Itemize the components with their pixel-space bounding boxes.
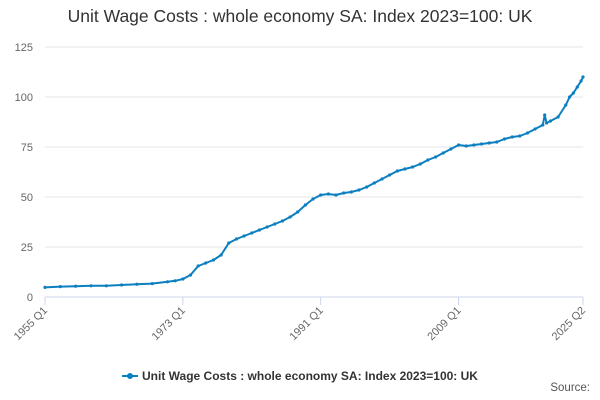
data-point[interactable] — [211, 258, 216, 262]
data-point[interactable] — [479, 142, 484, 146]
data-point[interactable] — [495, 140, 499, 144]
data-point[interactable] — [204, 261, 208, 265]
data-point[interactable] — [89, 284, 93, 288]
data-point[interactable] — [234, 237, 239, 241]
data-point[interactable] — [242, 234, 246, 238]
data-point[interactable] — [525, 131, 530, 135]
data-point[interactable] — [533, 127, 537, 131]
y-tick-label: 0 — [27, 292, 33, 304]
data-point[interactable] — [296, 210, 300, 214]
data-point[interactable] — [426, 158, 430, 162]
data-point[interactable] — [388, 173, 392, 177]
data-point[interactable] — [280, 219, 284, 223]
x-tick-label: 1991 Q1 — [287, 305, 325, 343]
data-point[interactable] — [250, 231, 254, 235]
data-point[interactable] — [457, 143, 461, 147]
chart-title: Unit Wage Costs : whole economy SA: Inde… — [67, 6, 533, 26]
data-point[interactable] — [411, 165, 415, 169]
data-point[interactable] — [575, 85, 579, 89]
data-point[interactable] — [464, 144, 468, 148]
y-tick-label: 75 — [21, 142, 33, 154]
y-tick-label: 100 — [15, 92, 33, 104]
data-point[interactable] — [357, 188, 361, 192]
data-point[interactable] — [43, 285, 47, 289]
data-point[interactable] — [541, 123, 545, 127]
data-point[interactable] — [568, 95, 572, 99]
data-point[interactable] — [571, 91, 576, 95]
data-point[interactable] — [502, 137, 507, 141]
data-point[interactable] — [334, 193, 338, 197]
legend-label: Unit Wage Costs : whole economy SA: Inde… — [142, 369, 478, 383]
y-tick-label: 125 — [15, 42, 33, 54]
data-point[interactable] — [365, 185, 369, 189]
source-label: Source: — [550, 382, 590, 394]
legend[interactable]: Unit Wage Costs : whole economy SA: Inde… — [0, 366, 600, 383]
data-point[interactable] — [311, 197, 315, 201]
data-point[interactable] — [58, 285, 62, 289]
series-layer — [43, 75, 585, 289]
data-point[interactable] — [342, 191, 346, 195]
data-point[interactable] — [579, 79, 583, 83]
x-tick-label: 1973 Q1 — [150, 305, 188, 343]
data-point[interactable] — [487, 141, 491, 145]
data-point[interactable] — [288, 215, 292, 219]
data-point[interactable] — [181, 277, 185, 281]
y-axis-ticks: 0 25 50 75 100 125 — [15, 42, 33, 304]
data-point[interactable] — [581, 75, 585, 79]
data-point[interactable] — [196, 264, 200, 268]
data-point[interactable] — [257, 228, 261, 232]
data-point[interactable] — [188, 273, 193, 277]
data-point[interactable] — [472, 143, 476, 147]
legend-swatch — [122, 373, 138, 379]
data-point[interactable] — [303, 203, 307, 207]
y-tick-label: 50 — [21, 192, 33, 204]
data-point[interactable] — [219, 253, 223, 257]
data-point[interactable] — [120, 283, 124, 287]
data-point[interactable] — [449, 147, 453, 151]
data-point[interactable] — [273, 222, 277, 226]
data-point[interactable] — [227, 241, 231, 245]
x-tick-label: 1955 Q1 — [12, 305, 50, 343]
data-point[interactable] — [265, 225, 269, 229]
data-point[interactable] — [418, 162, 422, 166]
data-point[interactable] — [326, 192, 330, 196]
gridlines — [45, 46, 583, 248]
x-axis-ticks: 1955 Q1 1973 Q1 1991 Q1 2009 Q1 2025 Q2 — [12, 297, 588, 343]
data-point[interactable] — [173, 279, 177, 283]
data-point[interactable] — [556, 115, 560, 119]
x-tick-label: 2025 Q2 — [550, 305, 588, 343]
data-point[interactable] — [104, 284, 108, 288]
data-point[interactable] — [372, 181, 376, 185]
data-point[interactable] — [380, 177, 384, 181]
data-point[interactable] — [165, 280, 170, 284]
data-point[interactable] — [319, 193, 323, 197]
data-point[interactable] — [548, 119, 553, 123]
data-point[interactable] — [349, 190, 353, 194]
legend-item[interactable]: Unit Wage Costs : whole economy SA: Inde… — [122, 369, 478, 383]
data-point[interactable] — [403, 167, 407, 171]
data-point[interactable] — [543, 113, 547, 117]
series-line[interactable] — [44, 76, 584, 289]
data-point[interactable] — [150, 282, 154, 286]
data-point[interactable] — [74, 284, 78, 288]
x-tick-label: 2009 Q1 — [425, 305, 463, 343]
data-point[interactable] — [518, 134, 522, 138]
y-tick-label: 25 — [21, 242, 33, 254]
data-point[interactable] — [434, 155, 438, 159]
data-point[interactable] — [441, 151, 445, 155]
data-point[interactable] — [564, 103, 568, 107]
data-point[interactable] — [395, 169, 399, 173]
data-point[interactable] — [545, 121, 549, 125]
data-point[interactable] — [135, 282, 139, 286]
data-point[interactable] — [510, 135, 514, 139]
